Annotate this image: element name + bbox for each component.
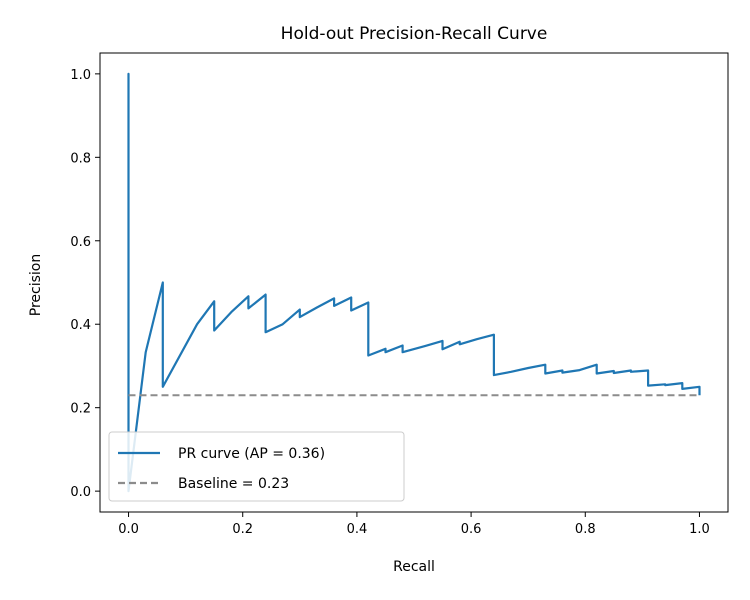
x-tick-label: 0.2 <box>232 522 253 537</box>
chart-title: Hold-out Precision-Recall Curve <box>281 24 548 44</box>
pr-curve-line <box>127 72 701 493</box>
y-tick-label: 0.4 <box>70 318 91 333</box>
axes-frame <box>99 52 729 513</box>
legend-label: Baseline = 0.23 <box>178 476 289 492</box>
legend: PR curve (AP = 0.36) Baseline = 0.23 <box>108 431 405 502</box>
plot-area: 0.0 0.2 0.4 0.6 0.8 1.0 0.0 0.2 0.4 0.6 0.8 1.0 PR c… <box>70 52 729 537</box>
x-tick-label: 1.0 <box>689 522 710 537</box>
y-axis-label: Precision <box>28 254 44 316</box>
x-axis-label: Recall <box>393 559 435 575</box>
y-tick-label: 0.6 <box>70 235 91 250</box>
legend-label: PR curve (AP = 0.36) <box>178 446 325 462</box>
x-tick-label: 0.0 <box>118 522 139 537</box>
y-tick-label: 1.0 <box>70 68 91 83</box>
y-tick-label: 0.0 <box>70 485 91 500</box>
y-tick-label: 0.8 <box>70 151 91 166</box>
y-tick-label: 0.2 <box>70 402 91 417</box>
x-tick-label: 0.8 <box>575 522 596 537</box>
x-tick-label: 0.4 <box>347 522 368 537</box>
legend-box <box>108 431 405 502</box>
x-tick-label: 0.6 <box>461 522 482 537</box>
